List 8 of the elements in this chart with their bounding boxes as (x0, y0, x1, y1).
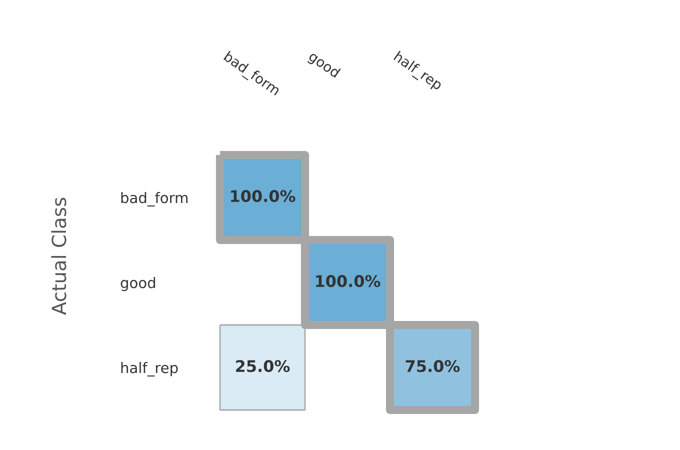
data-label: 25.0% (236, 360, 290, 372)
data-label: 100.0% (316, 275, 380, 288)
data-label: 100.0% (231, 190, 296, 202)
y-tick-label: bad_form (121, 192, 188, 206)
y-tick-label: good (120, 276, 156, 292)
y-tick-label: half_rep (121, 362, 178, 376)
data-label: 75.0% (406, 360, 460, 372)
y-axis-title: Actual Class (51, 198, 66, 315)
